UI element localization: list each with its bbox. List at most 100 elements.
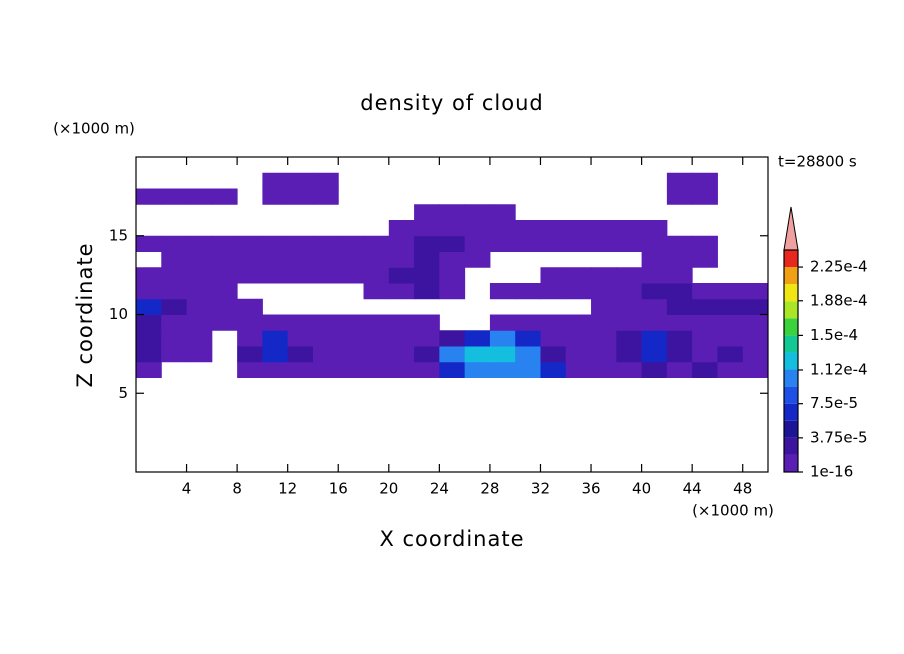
- colorbar-band: [784, 437, 798, 455]
- contour-cell: [489, 204, 516, 221]
- contour-cell: [464, 346, 491, 363]
- contour-cell: [540, 220, 567, 237]
- contour-cell: [414, 235, 440, 252]
- colorbar-band: [784, 352, 798, 370]
- contour-cell: [414, 204, 440, 221]
- contour-cell: [439, 346, 466, 363]
- contour-cell: [363, 314, 390, 331]
- contour-cell: [464, 361, 491, 378]
- contour-cell: [287, 267, 314, 284]
- contour-cell: [666, 330, 693, 347]
- contour-cell: [186, 298, 213, 315]
- contour-cell: [414, 361, 440, 378]
- contour-cell: [692, 330, 718, 347]
- contour-cell: [136, 235, 162, 252]
- contour-cell: [591, 267, 617, 284]
- colorbar-band: [784, 250, 798, 268]
- colorbar-tick-label: 1.12e-4: [810, 360, 868, 378]
- contour-cell: [742, 298, 769, 315]
- contour-cell: [388, 235, 415, 252]
- contour-cell: [540, 283, 567, 300]
- contour-cell: [388, 314, 415, 331]
- contour-cell: [692, 235, 718, 252]
- contour-cell: [565, 361, 592, 378]
- contour-cell: [540, 314, 567, 331]
- contour-cell: [136, 283, 162, 300]
- contour-cell: [414, 346, 440, 363]
- contour-cell: [186, 235, 213, 252]
- colorbar-band: [784, 301, 798, 319]
- contour-cell: [565, 235, 592, 252]
- contour-cell: [616, 330, 643, 347]
- colorbar-tick-label: 7.5e-5: [810, 394, 858, 412]
- contour-cell: [641, 267, 668, 284]
- contour-cell: [312, 188, 339, 205]
- contour-cell: [262, 172, 289, 189]
- contour-cell: [414, 267, 440, 284]
- contour-cell: [540, 330, 567, 347]
- contour-cell: [414, 220, 440, 237]
- contour-cell: [388, 267, 415, 284]
- contour-cell: [641, 283, 668, 300]
- contour-cell: [666, 188, 693, 205]
- contour-cell: [464, 204, 491, 221]
- contour-cell: [186, 267, 213, 284]
- contour-cell: [414, 330, 440, 347]
- contour-cell: [616, 283, 643, 300]
- colorbar-band: [784, 369, 798, 387]
- contour-cell: [742, 346, 769, 363]
- contour-cell: [464, 235, 491, 252]
- contour-cell: [641, 235, 668, 252]
- contour-cell: [287, 346, 314, 363]
- contour-cell: [641, 314, 668, 331]
- contour-cell: [742, 361, 769, 378]
- contour-cell: [136, 298, 162, 315]
- contour-cell: [591, 220, 617, 237]
- contour-cell: [515, 361, 541, 378]
- contour-cell: [666, 251, 693, 268]
- contour-cell: [161, 298, 188, 315]
- contour-cell: [641, 361, 668, 378]
- contour-cell: [616, 298, 643, 315]
- contour-cell: [616, 267, 643, 284]
- contour-cell: [489, 346, 516, 363]
- contour-cell: [717, 298, 744, 315]
- contour-cell: [742, 330, 769, 347]
- contour-cell: [489, 235, 516, 252]
- contour-cell: [388, 330, 415, 347]
- x-tick-label: 40: [632, 480, 651, 498]
- contour-cell: [287, 188, 314, 205]
- contour-cell: [742, 314, 769, 331]
- contour-cell: [388, 346, 415, 363]
- y-tick-label: 15: [109, 226, 128, 244]
- contour-cell: [287, 235, 314, 252]
- contour-cell: [211, 298, 238, 315]
- x-tick-label: 44: [683, 480, 702, 498]
- contour-cell: [464, 251, 491, 268]
- contour-cell: [692, 298, 718, 315]
- contour-cell: [666, 314, 693, 331]
- chart-title: density of cloud: [360, 91, 543, 115]
- contour-cell: [692, 283, 718, 300]
- x-unit: (×1000 m): [692, 502, 774, 520]
- contour-cell: [414, 283, 440, 300]
- contour-cell: [439, 235, 466, 252]
- contour-cell: [312, 235, 339, 252]
- time-label: t=28800 s: [778, 153, 857, 171]
- contour-cell: [616, 220, 643, 237]
- contour-cell: [540, 267, 567, 284]
- contour-cell: [439, 361, 466, 378]
- x-tick-label: 20: [379, 480, 398, 498]
- colorbar-tick-label: 3.75e-5: [810, 428, 868, 446]
- contour-cell: [312, 251, 339, 268]
- colorbar-band: [784, 386, 798, 404]
- contour-cell: [237, 330, 263, 347]
- contour-cell: [515, 330, 541, 347]
- contour-cell: [742, 283, 769, 300]
- contour-cell: [489, 361, 516, 378]
- colorbar-extension: [783, 206, 799, 251]
- contour-cell: [136, 267, 162, 284]
- contour-cell: [666, 346, 693, 363]
- contour-cell: [565, 346, 592, 363]
- contour-cell: [666, 267, 693, 284]
